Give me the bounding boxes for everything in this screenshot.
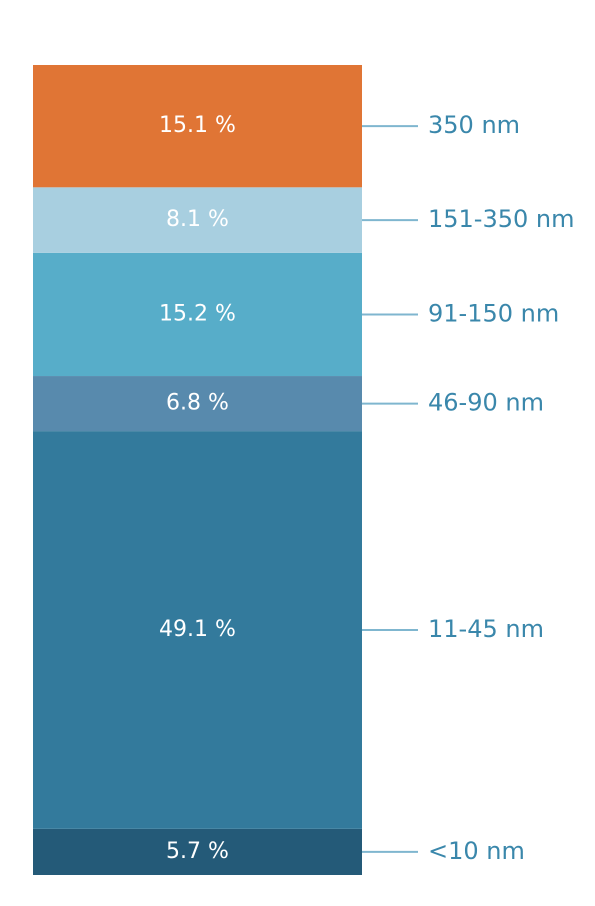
data-label: 49.1 % [159,617,236,642]
data-label: 6.8 % [166,391,229,416]
bar-segment [33,65,362,188]
segment-label: 350 nm [428,111,520,139]
data-label: 5.7 % [166,839,229,864]
data-label: 15.1 % [159,113,236,138]
bar-segment [33,187,362,253]
bar-segment [33,431,362,829]
data-label: 15.2 % [159,301,236,326]
bar-segment [33,828,362,875]
data-label: 8.1 % [166,207,229,232]
segment-label: 91-150 nm [428,299,559,327]
segment-label: 46-90 nm [428,389,544,417]
segment-label: 151-350 nm [428,205,575,233]
segment-label: <10 nm [428,837,525,865]
segment-label: 11-45 nm [428,615,544,643]
bar-segment [33,252,362,377]
bar-segment [33,376,362,432]
